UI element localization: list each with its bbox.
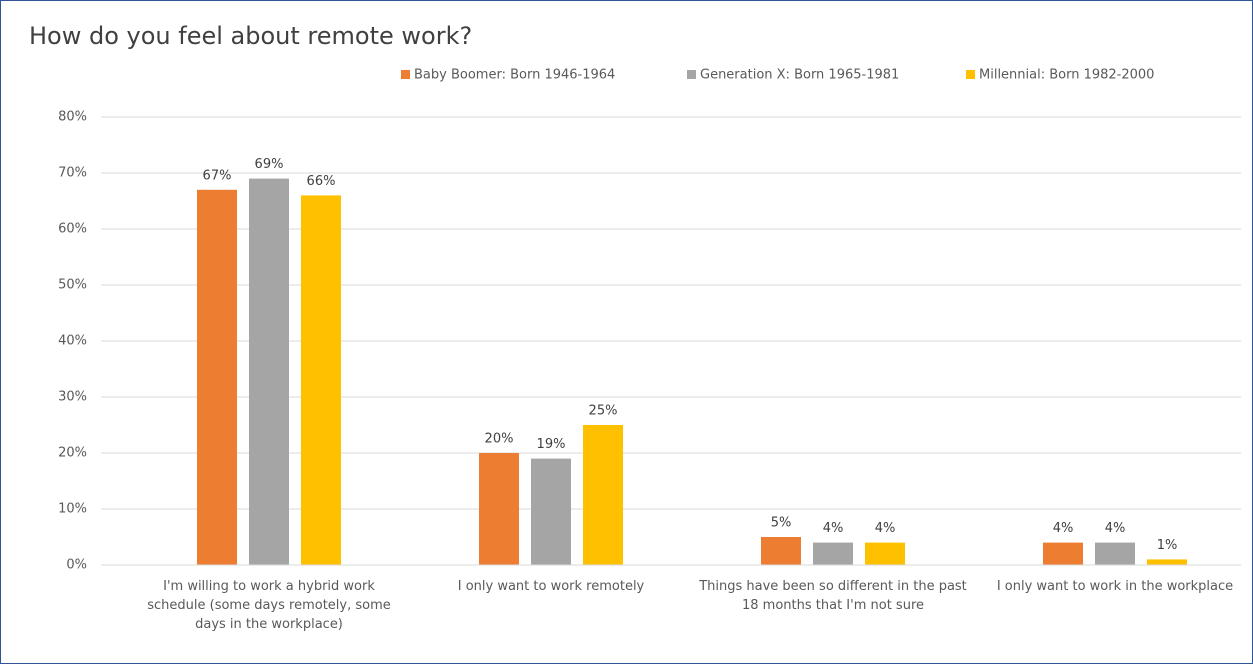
legend-swatch	[966, 70, 975, 79]
bar	[761, 537, 801, 565]
data-label: 4%	[875, 521, 896, 536]
legend-label: Generation X: Born 1965-1981	[700, 68, 899, 83]
bar	[479, 453, 519, 565]
legend-swatch	[401, 70, 410, 79]
x-tick-label: I'm willing to work a hybrid work schedu…	[147, 579, 391, 632]
y-tick-label: 30%	[58, 390, 87, 405]
data-label: 1%	[1157, 538, 1178, 553]
data-label: 69%	[255, 157, 284, 172]
y-tick-label: 40%	[58, 334, 87, 349]
bar	[813, 542, 853, 565]
data-label: 5%	[771, 516, 792, 531]
x-tick-label: I only want to work remotely	[457, 579, 645, 594]
y-tick-label: 20%	[58, 446, 87, 461]
y-tick-label: 60%	[58, 222, 87, 237]
data-label: 4%	[823, 521, 844, 536]
legend-label: Millennial: Born 1982-2000	[979, 68, 1154, 83]
data-label: 25%	[589, 404, 618, 419]
data-label: 4%	[1105, 521, 1126, 536]
bar	[531, 458, 571, 565]
legend-label: Baby Boomer: Born 1946-1964	[414, 68, 615, 83]
y-tick-label: 0%	[66, 558, 87, 573]
x-tick-label: I only want to work in the workplace	[996, 579, 1234, 594]
bar	[1147, 559, 1187, 565]
y-tick-label: 70%	[58, 166, 87, 181]
data-label: 19%	[537, 437, 566, 452]
y-tick-label: 10%	[58, 502, 87, 517]
data-label: 4%	[1053, 521, 1074, 536]
bar	[1043, 542, 1083, 565]
bar	[865, 542, 905, 565]
y-tick-label: 80%	[58, 110, 87, 125]
bar	[1095, 542, 1135, 565]
legend-swatch	[687, 70, 696, 79]
bar	[301, 195, 341, 565]
data-label: 20%	[485, 432, 514, 447]
y-tick-label: 50%	[58, 278, 87, 293]
bar	[249, 178, 289, 565]
bar	[197, 189, 237, 566]
data-label: 67%	[203, 168, 232, 183]
x-tick-label: Things have been so different in the pas…	[699, 579, 967, 613]
chart-title: How do you feel about remote work?	[29, 22, 472, 50]
bar	[583, 425, 623, 565]
data-label: 66%	[307, 174, 336, 189]
